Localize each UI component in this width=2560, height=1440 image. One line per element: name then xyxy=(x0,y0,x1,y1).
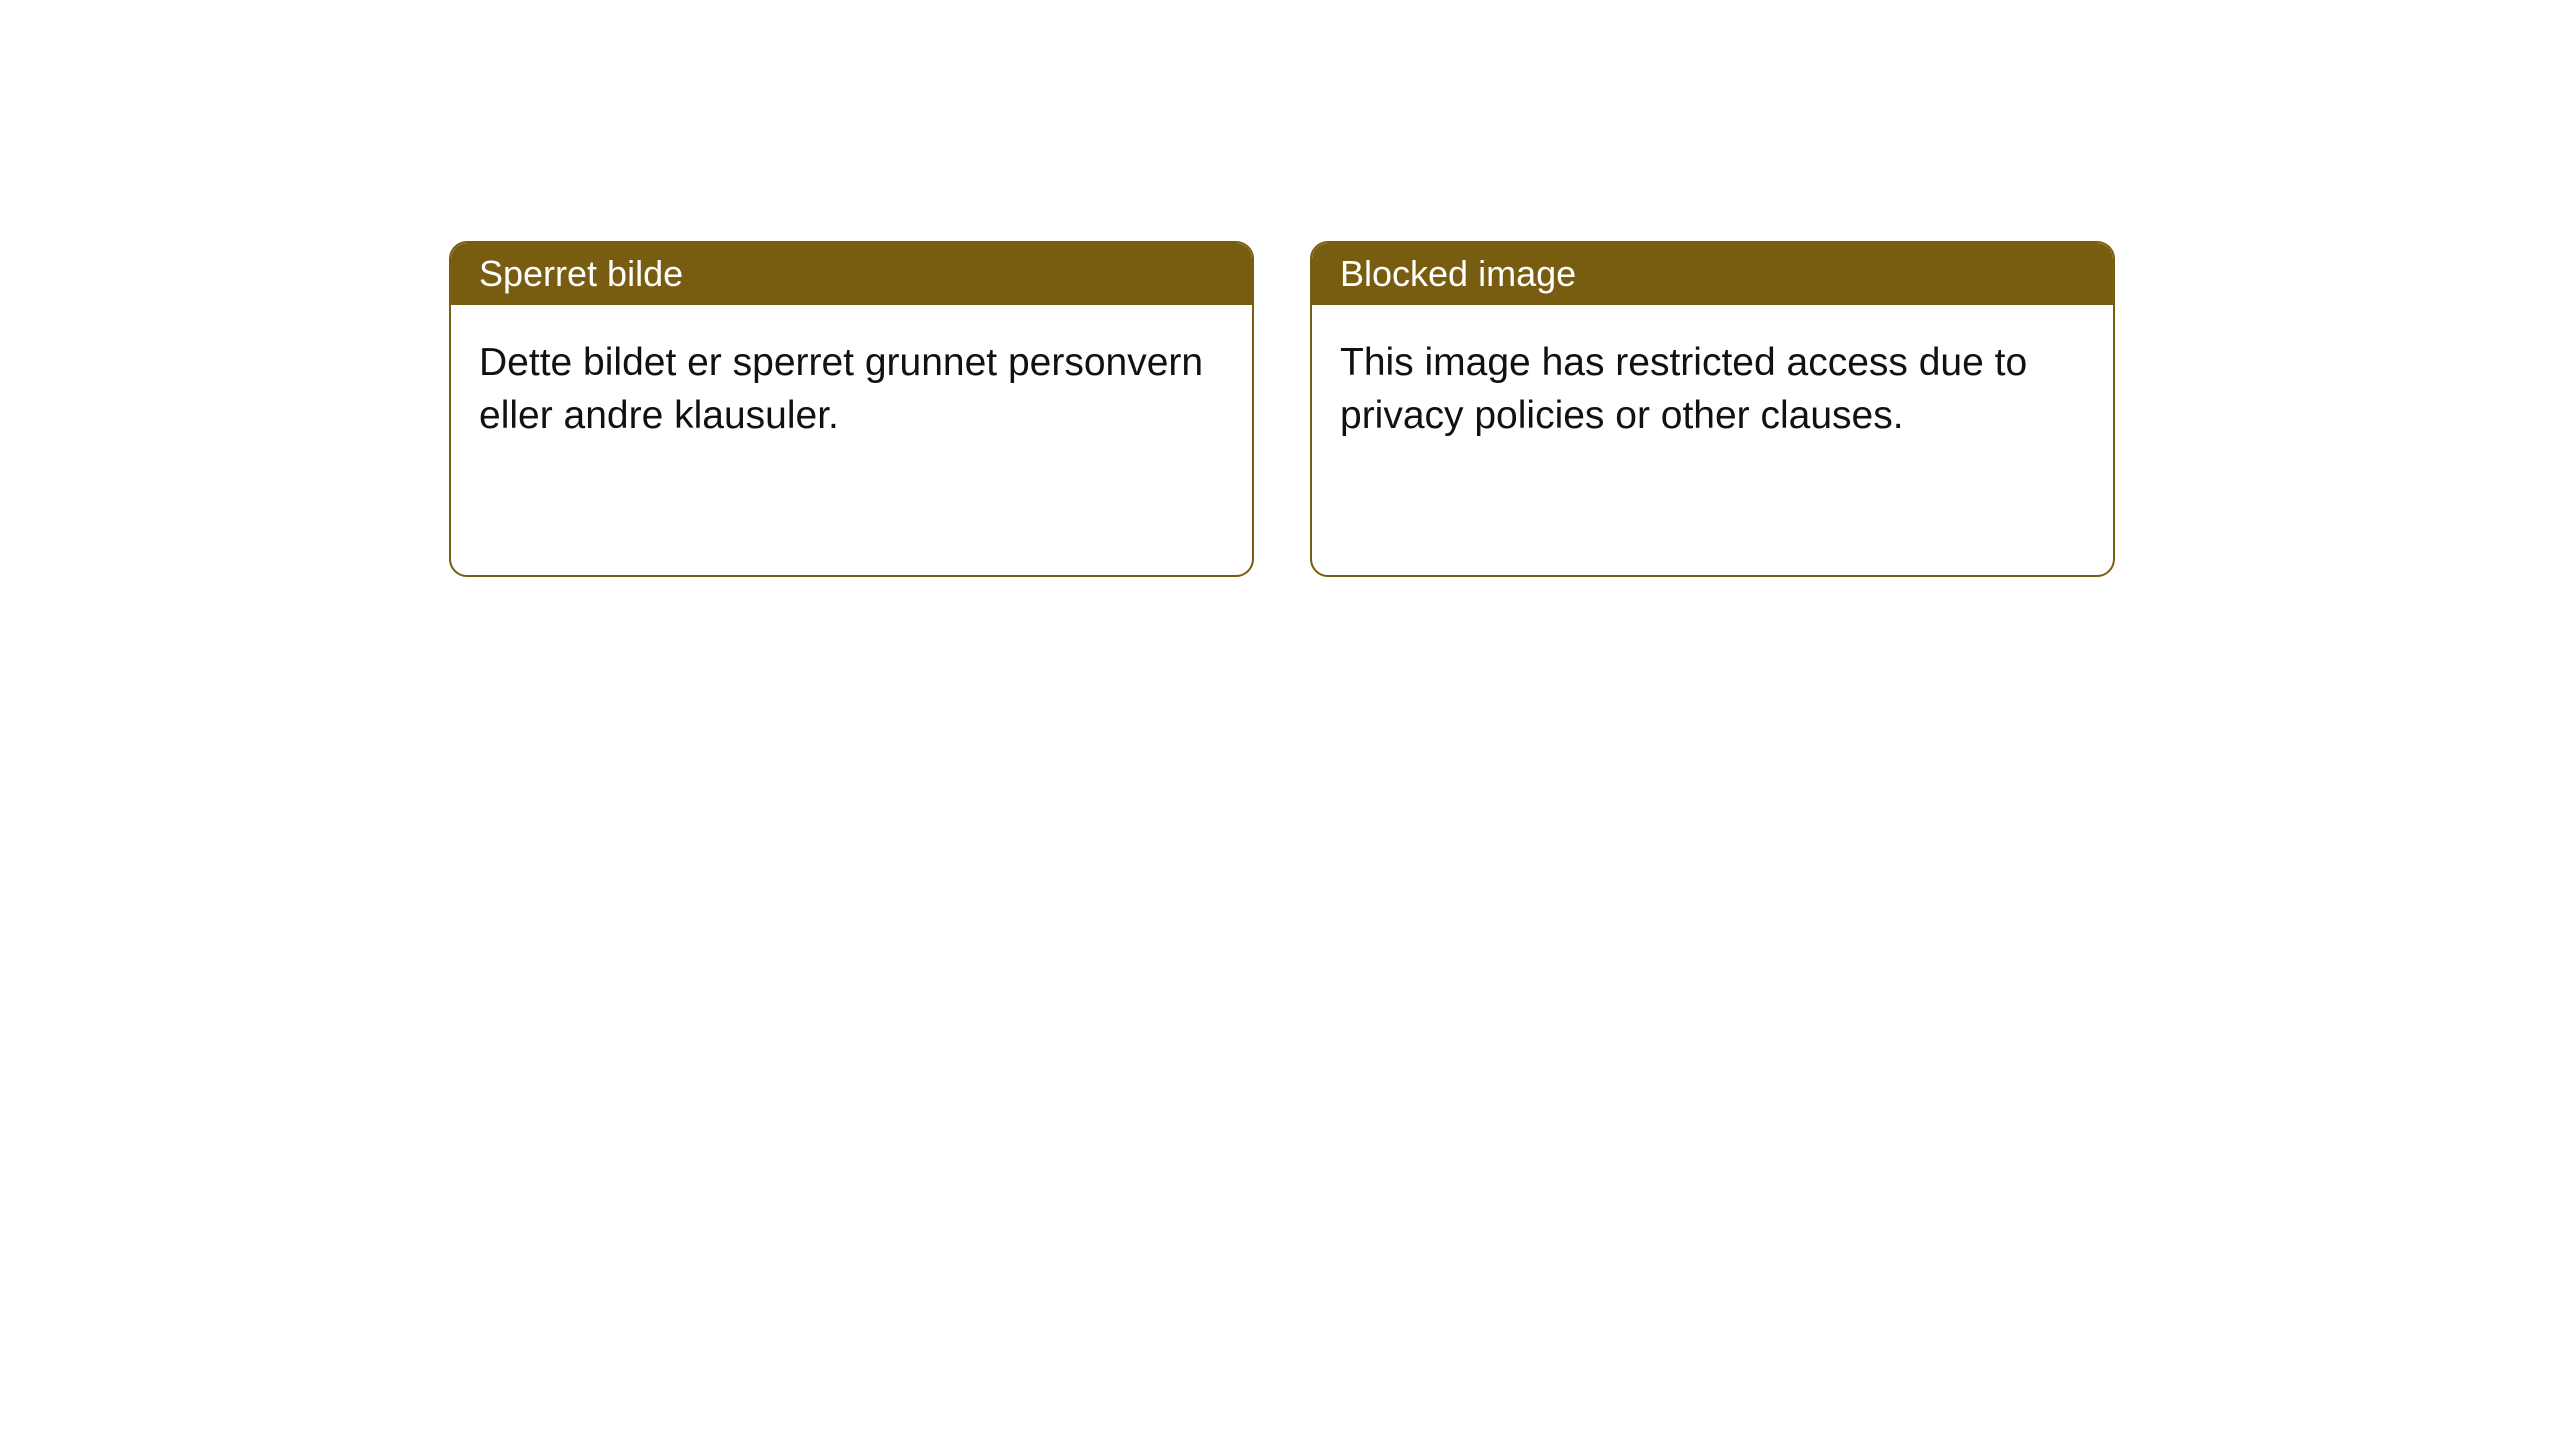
card-body: This image has restricted access due to … xyxy=(1312,305,2113,575)
card-body: Dette bildet er sperret grunnet personve… xyxy=(451,305,1252,575)
notice-card-english: Blocked image This image has restricted … xyxy=(1310,241,2115,577)
notice-card-norwegian: Sperret bilde Dette bildet er sperret gr… xyxy=(449,241,1254,577)
card-header: Sperret bilde xyxy=(451,243,1252,305)
card-header: Blocked image xyxy=(1312,243,2113,305)
notice-container: Sperret bilde Dette bildet er sperret gr… xyxy=(449,241,2115,577)
